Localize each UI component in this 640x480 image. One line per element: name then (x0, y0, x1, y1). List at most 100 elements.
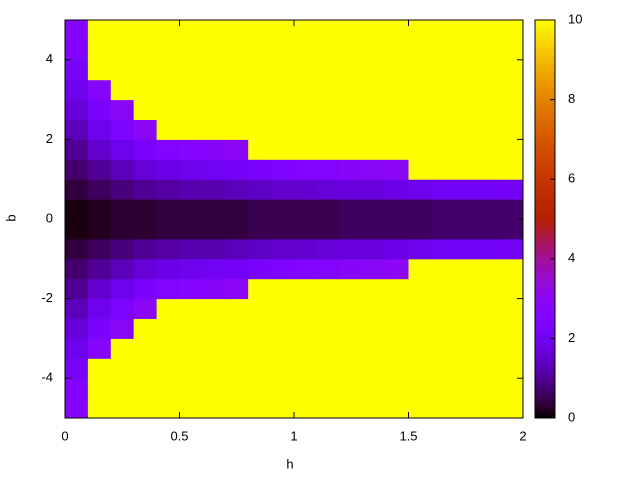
heatmap-cell (65, 298, 89, 319)
heatmap-cell (500, 298, 524, 319)
heatmap-cell (362, 378, 387, 399)
heatmap-cell (385, 219, 409, 240)
heatmap-cell (477, 159, 501, 180)
heatmap-cell (500, 238, 524, 260)
heatmap-cell (408, 398, 432, 419)
heatmap-cell (248, 318, 272, 339)
heatmap-cell (202, 99, 226, 120)
heatmap-cell (385, 358, 409, 379)
heatmap-cell (87, 179, 112, 200)
heatmap-cell (454, 278, 478, 300)
heatmap-cell (477, 278, 501, 300)
heatmap-cell (133, 318, 158, 339)
heatmap-cell (156, 79, 180, 101)
heatmap-cell (179, 99, 203, 120)
colorbar-tick-label: 2 (568, 330, 575, 345)
heatmap-cell (65, 258, 89, 280)
heatmap-cell (316, 358, 341, 379)
heatmap-cell (271, 99, 295, 120)
heatmap-cell (179, 278, 203, 300)
heatmap-cell (316, 179, 341, 200)
y-tick-label: -2 (41, 290, 53, 305)
heatmap-cell (408, 159, 432, 180)
heatmap-cell (500, 199, 524, 220)
heatmap-cell (294, 139, 318, 160)
heatmap-cell (110, 199, 135, 220)
heatmap-cell (156, 99, 180, 120)
heatmap-cell (271, 199, 295, 220)
heatmap-cell (431, 338, 455, 359)
heatmap-cell (179, 398, 203, 419)
heatmap-cell (339, 398, 364, 419)
heatmap-cell (500, 338, 524, 359)
heatmap-cell (202, 139, 226, 160)
heatmap-cell (65, 338, 89, 359)
heatmap-cell (202, 199, 226, 220)
heatmap-cell (362, 59, 387, 81)
heatmap-cell (454, 99, 478, 120)
heatmap-cell (294, 59, 318, 81)
heatmap-cell (316, 59, 341, 81)
heatmap-cell (87, 139, 112, 160)
heatmap-cell (339, 119, 364, 140)
heatmap-cell (431, 278, 455, 300)
heatmap-cell (431, 358, 455, 379)
heatmap-cell (500, 59, 524, 81)
heatmap-cell (431, 258, 455, 280)
heatmap-cell (110, 378, 135, 399)
heatmap-cell (408, 338, 432, 359)
heatmap-cell (316, 378, 341, 399)
heatmap-cell (408, 139, 432, 160)
heatmap-cell (316, 99, 341, 120)
heatmap-cell (362, 179, 387, 200)
heatmap-cell (408, 238, 432, 260)
heatmap-cell (156, 398, 180, 419)
heatmap-cell (316, 338, 341, 359)
heatmap-cell (477, 39, 501, 61)
heatmap-cell (362, 139, 387, 160)
heatmap-cell (408, 39, 432, 61)
heatmap-cell (110, 99, 135, 120)
heatmap-cell (248, 199, 272, 220)
heatmap-cell (202, 219, 226, 240)
heatmap-cell (65, 238, 89, 260)
heatmap-cell (202, 318, 226, 339)
heatmap-cell (156, 139, 180, 160)
heatmap-cell (65, 398, 89, 419)
heatmap-cell (316, 219, 341, 240)
heatmap-cell (271, 318, 295, 339)
heatmap-cell (65, 318, 89, 339)
heatmap-cell (248, 338, 272, 359)
heatmap-cell (110, 238, 135, 260)
heatmap-cell (316, 139, 341, 160)
heatmap-cell (271, 79, 295, 101)
heatmap-cell (225, 358, 249, 379)
heatmap-cell (110, 179, 135, 200)
heatmap-cell (225, 338, 249, 359)
heatmap-cell (408, 298, 432, 319)
heatmap-cell (156, 338, 180, 359)
heatmap-cell (179, 119, 203, 140)
heatmap-cell (477, 179, 501, 200)
heatmap-cell (202, 258, 226, 280)
heatmap-cell (248, 159, 272, 180)
heatmap-cell (454, 298, 478, 319)
heatmap-cell (65, 358, 89, 379)
heatmap-cell (408, 199, 432, 220)
heatmap-cell (339, 238, 364, 260)
heatmap-cell (500, 378, 524, 399)
heatmap-cell (87, 358, 112, 379)
heatmap-cell (179, 199, 203, 220)
heatmap-cell (316, 298, 341, 319)
heatmap-cell (339, 258, 364, 280)
heatmap-cell (202, 338, 226, 359)
heatmap-cell (385, 238, 409, 260)
heatmap-cell (271, 298, 295, 319)
heatmap-cell (225, 238, 249, 260)
heatmap-cell (339, 139, 364, 160)
heatmap-cell (294, 298, 318, 319)
heatmap-cell (271, 179, 295, 200)
heatmap-cell (133, 398, 158, 419)
heatmap-cell (202, 378, 226, 399)
heatmap-cell (271, 20, 295, 41)
